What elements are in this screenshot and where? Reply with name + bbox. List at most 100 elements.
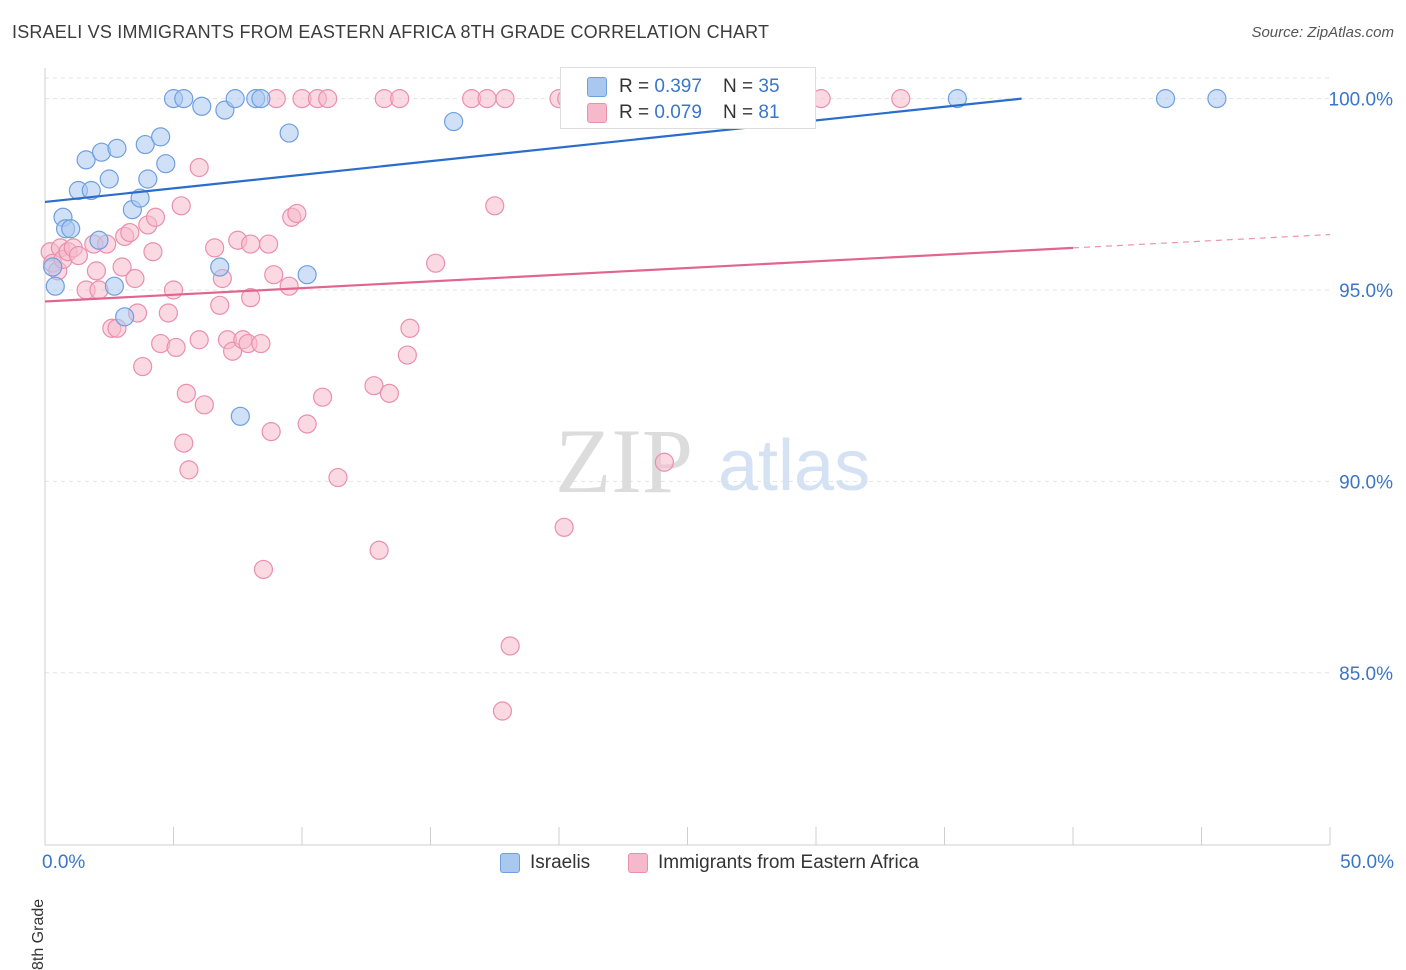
israelis-point bbox=[210, 257, 230, 277]
eafrica-point bbox=[210, 295, 230, 315]
gridlines bbox=[45, 77, 1330, 674]
series-eastern-africa-points bbox=[40, 89, 911, 721]
eafrica-point bbox=[194, 395, 214, 415]
eafrica-point bbox=[554, 517, 574, 537]
eafrica-trend-extension bbox=[1072, 233, 1331, 249]
eafrica-point bbox=[297, 414, 317, 434]
eafrica-point bbox=[485, 196, 505, 216]
r-label: R = bbox=[619, 76, 655, 97]
legend-item-eafrica: Immigrants from Eastern Africa bbox=[628, 852, 919, 874]
eafrica-point bbox=[176, 383, 196, 403]
eafrica-point bbox=[158, 303, 178, 323]
eafrica-point bbox=[258, 234, 279, 254]
eafrica-point bbox=[287, 203, 307, 224]
israelis-point bbox=[947, 89, 967, 109]
eafrica-point bbox=[364, 376, 384, 396]
israelis-point bbox=[225, 89, 245, 109]
israelis-point bbox=[107, 138, 127, 158]
x-tick-label-max: 50.0% bbox=[1340, 852, 1394, 873]
israelis-point bbox=[1155, 89, 1176, 109]
eafrica-point bbox=[379, 383, 399, 403]
source-note: Source: ZipAtlas.com bbox=[1251, 24, 1394, 41]
eafrica-point bbox=[369, 540, 389, 560]
eafrica-point bbox=[145, 207, 166, 227]
axes bbox=[44, 68, 1331, 846]
eafrica-point bbox=[241, 288, 261, 308]
eafrica-point bbox=[120, 222, 140, 243]
stats-legend: R = 0.397 N = 35 R = 0.079 N = 81 bbox=[560, 67, 816, 129]
eafrica-point bbox=[166, 337, 186, 358]
israelis-trend-line bbox=[44, 97, 1022, 204]
y-tick-labels: 85.0% 90.0% 95.0% 100.0% bbox=[1329, 90, 1394, 685]
n-label: N = bbox=[723, 102, 759, 123]
eafrica-point bbox=[495, 89, 515, 109]
scatter-plot: ZIP atlas 85.0% 90.0% 95.0% 100.0% bbox=[40, 68, 1394, 846]
watermark: ZIP atlas bbox=[555, 410, 870, 512]
israelis-point bbox=[115, 307, 135, 327]
eafrica-point bbox=[426, 253, 446, 273]
israelis-point bbox=[81, 180, 101, 201]
eafrica-trend-line bbox=[44, 246, 1074, 303]
eafrica-point bbox=[68, 245, 89, 266]
eafrica-point bbox=[397, 345, 417, 365]
r-value: 0.079 bbox=[654, 102, 702, 123]
eafrica-point bbox=[279, 276, 299, 296]
eafrica-point bbox=[500, 636, 520, 656]
eafrica-point bbox=[112, 257, 132, 277]
chart-title: ISRAELI VS IMMIGRANTS FROM EASTERN AFRIC… bbox=[12, 22, 770, 42]
y-axis-label: 8th Grade bbox=[30, 898, 47, 970]
eafrica-point bbox=[328, 467, 348, 488]
eafrica-point bbox=[891, 89, 911, 109]
eafrica-point bbox=[264, 265, 284, 285]
eafrica-point bbox=[179, 460, 199, 480]
eafrica-point bbox=[143, 242, 163, 262]
israelis-point bbox=[230, 406, 250, 426]
n-value: 81 bbox=[758, 102, 780, 123]
israelis-point bbox=[130, 188, 150, 208]
israelis-point bbox=[45, 276, 65, 296]
israelis-stats-text: R = 0.397 N = 35 bbox=[619, 76, 780, 98]
eafrica-point bbox=[261, 422, 281, 442]
israelis-point bbox=[279, 123, 299, 143]
eafrica-point bbox=[189, 157, 209, 178]
eafrica-point bbox=[189, 330, 209, 350]
israelis-point bbox=[297, 265, 317, 285]
israelis-point bbox=[151, 127, 171, 147]
eafrica-point bbox=[477, 89, 497, 109]
eafrica-point bbox=[241, 234, 261, 254]
eafrica-swatch bbox=[587, 103, 607, 123]
series-israelis-points bbox=[43, 89, 1227, 426]
eafrica-point bbox=[251, 333, 271, 354]
israelis-point bbox=[192, 96, 212, 116]
israelis-point bbox=[444, 111, 464, 132]
eafrica-point bbox=[163, 280, 184, 300]
y-axis-label-wrap: 8th Grade bbox=[14, 500, 47, 970]
r-value: 0.397 bbox=[654, 76, 702, 97]
eafrica-point bbox=[312, 387, 333, 407]
israelis-point bbox=[89, 230, 109, 250]
eafrica-point bbox=[125, 268, 145, 289]
israelis-point bbox=[1207, 89, 1227, 109]
y-tick-label: 90.0% bbox=[1339, 472, 1393, 493]
y-tick-label: 85.0% bbox=[1339, 664, 1393, 685]
israelis-swatch bbox=[587, 77, 607, 97]
eafrica-point bbox=[654, 452, 674, 472]
eafrica-point bbox=[390, 89, 410, 109]
y-tick-label: 95.0% bbox=[1339, 281, 1393, 302]
israelis-point bbox=[61, 219, 81, 239]
eafrica-point bbox=[174, 433, 194, 453]
legend-swatch-israelis bbox=[500, 853, 520, 873]
eafrica-point bbox=[492, 701, 513, 721]
israelis-point bbox=[251, 89, 271, 109]
n-value: 35 bbox=[758, 76, 780, 97]
israelis-point bbox=[43, 257, 63, 277]
y-tick-label: 100.0% bbox=[1329, 90, 1394, 111]
eafrica-point bbox=[133, 356, 153, 377]
eafrica-point bbox=[253, 559, 274, 580]
x-tick-label-min: 0.0% bbox=[42, 852, 86, 873]
israelis-point bbox=[138, 169, 158, 189]
trend-lines bbox=[44, 97, 1331, 303]
israelis-point bbox=[99, 169, 119, 189]
r-label: R = bbox=[619, 102, 655, 123]
eafrica-point bbox=[318, 89, 338, 109]
